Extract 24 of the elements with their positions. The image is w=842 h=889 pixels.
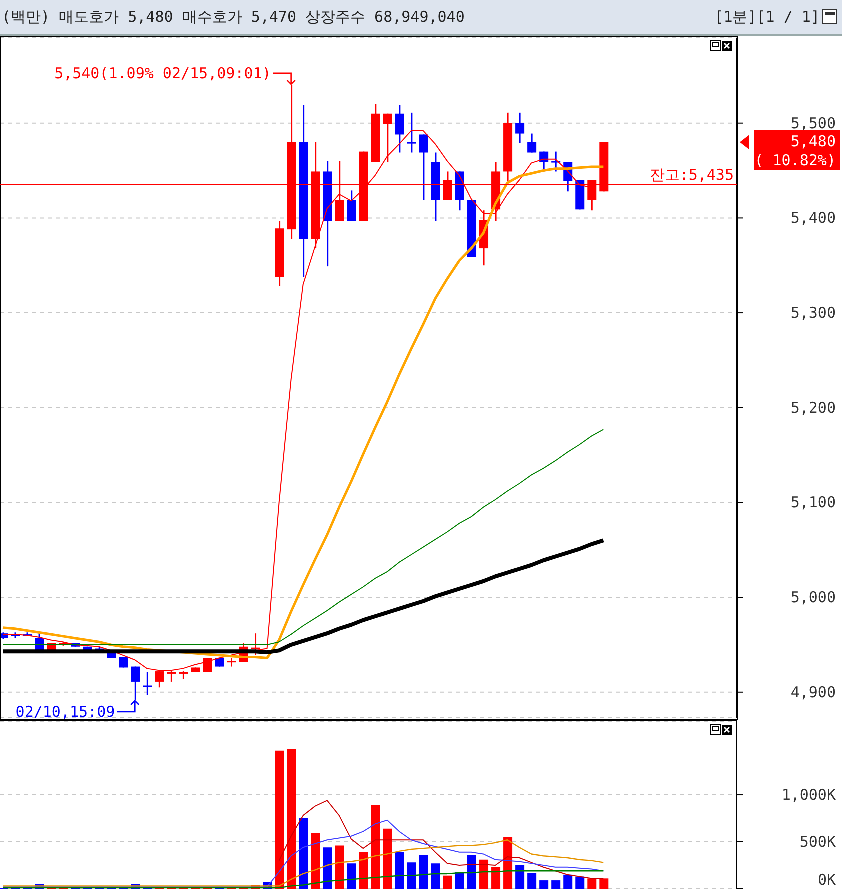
- y-tick-label: 5,300: [790, 304, 836, 322]
- annotation: 02/10,15:09: [16, 702, 116, 721]
- y-tick-label: 0K: [818, 871, 836, 889]
- candlestick: [395, 104, 404, 154]
- candlestick: [143, 672, 152, 696]
- candlestick: [516, 112, 525, 144]
- y-tick-label: 4,900: [790, 683, 836, 702]
- chart-title: (백만) 매도호가 5,480 매수호가 5,470 상장주수 68,949,040: [1, 8, 465, 26]
- y-tick-label: 1,000K: [782, 786, 836, 804]
- text: 5,480 ( 10.82%): [754, 132, 836, 170]
- ref-line-label: 잔고:5,435: [650, 166, 734, 184]
- y-tick-label: 5,500: [790, 114, 836, 132]
- y-tick-label: 5,200: [790, 398, 836, 417]
- y-tick-label: 500K: [800, 833, 836, 852]
- y-tick-label: 5,400: [790, 209, 836, 228]
- candlestick: [528, 133, 537, 154]
- candlestick: [407, 112, 416, 154]
- y-tick-label: 5,100: [790, 494, 836, 512]
- y-tick-label: 5,000: [790, 588, 836, 607]
- candlestick: [347, 190, 356, 222]
- candlestick: [131, 666, 140, 701]
- text: [1분][1 / 1]: [714, 8, 820, 26]
- annotation: 5,540(1.09% 02/15,09:01): [54, 64, 272, 82]
- candlestick: [419, 134, 428, 201]
